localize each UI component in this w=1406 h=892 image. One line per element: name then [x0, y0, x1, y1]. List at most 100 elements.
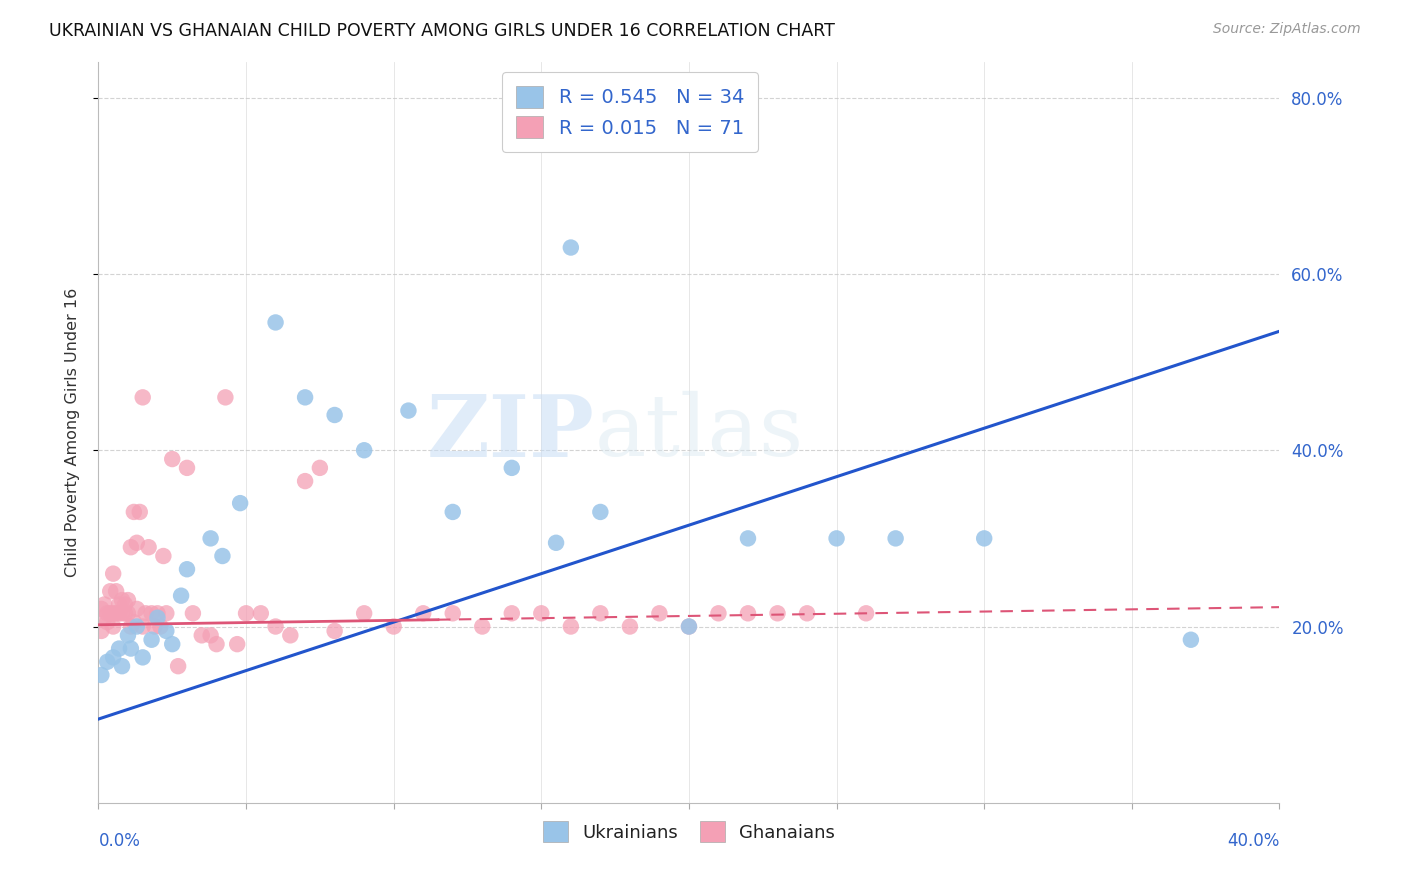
- Point: [143, 619, 166, 633]
- Point: [796, 607, 818, 621]
- Point: [132, 619, 155, 633]
- Point: [353, 607, 375, 621]
- Point: [214, 390, 236, 404]
- Point: [120, 540, 142, 554]
- Point: [737, 607, 759, 621]
- Point: [128, 505, 150, 519]
- Point: [132, 390, 155, 404]
- Point: [167, 659, 190, 673]
- Point: [122, 615, 145, 629]
- Point: [309, 461, 332, 475]
- Point: [200, 532, 222, 546]
- Point: [141, 632, 163, 647]
- Point: [103, 650, 125, 665]
- Point: [117, 593, 139, 607]
- Point: [855, 607, 877, 621]
- Point: [98, 584, 121, 599]
- Point: [264, 619, 287, 633]
- Point: [589, 505, 612, 519]
- Point: [108, 641, 131, 656]
- Point: [114, 607, 136, 621]
- Point: [200, 628, 222, 642]
- Point: [884, 532, 907, 546]
- Point: [125, 536, 148, 550]
- Point: [138, 540, 160, 554]
- Point: [560, 619, 582, 633]
- Point: [132, 650, 155, 665]
- Point: [441, 505, 464, 519]
- Point: [294, 390, 316, 404]
- Point: [117, 628, 139, 642]
- Point: [141, 607, 163, 621]
- Point: [170, 589, 193, 603]
- Point: [120, 619, 142, 633]
- Point: [176, 562, 198, 576]
- Point: [825, 532, 848, 546]
- Point: [90, 668, 112, 682]
- Point: [120, 641, 142, 656]
- Point: [103, 607, 125, 621]
- Point: [560, 240, 582, 255]
- Point: [766, 607, 789, 621]
- Point: [648, 607, 671, 621]
- Point: [235, 607, 257, 621]
- Point: [125, 602, 148, 616]
- Point: [176, 461, 198, 475]
- Point: [146, 610, 169, 624]
- Point: [108, 598, 131, 612]
- Point: [323, 624, 346, 638]
- Point: [546, 536, 568, 550]
- Point: [111, 593, 134, 607]
- Point: [98, 607, 121, 621]
- Point: [323, 408, 346, 422]
- Point: [737, 532, 759, 546]
- Point: [111, 659, 134, 673]
- Point: [103, 566, 125, 581]
- Point: [678, 619, 700, 633]
- Text: UKRAINIAN VS GHANAIAN CHILD POVERTY AMONG GIRLS UNDER 16 CORRELATION CHART: UKRAINIAN VS GHANAIAN CHILD POVERTY AMON…: [49, 22, 835, 40]
- Text: 0.0%: 0.0%: [98, 832, 141, 850]
- Point: [108, 607, 131, 621]
- Point: [146, 607, 169, 621]
- Text: Source: ZipAtlas.com: Source: ZipAtlas.com: [1213, 22, 1361, 37]
- Point: [90, 602, 112, 616]
- Point: [93, 610, 115, 624]
- Point: [501, 607, 523, 621]
- Point: [111, 607, 134, 621]
- Text: 40.0%: 40.0%: [1227, 832, 1279, 850]
- Point: [707, 607, 730, 621]
- Point: [181, 607, 204, 621]
- Point: [152, 549, 174, 563]
- Point: [205, 637, 228, 651]
- Point: [250, 607, 273, 621]
- Point: [155, 624, 177, 638]
- Point: [678, 619, 700, 633]
- Point: [589, 607, 612, 621]
- Point: [530, 607, 553, 621]
- Point: [96, 607, 118, 621]
- Text: atlas: atlas: [595, 391, 804, 475]
- Point: [103, 619, 125, 633]
- Point: [412, 607, 434, 621]
- Point: [105, 607, 128, 621]
- Point: [382, 619, 405, 633]
- Point: [973, 532, 995, 546]
- Legend: Ukrainians, Ghanaians: Ukrainians, Ghanaians: [536, 814, 842, 849]
- Point: [264, 315, 287, 329]
- Point: [353, 443, 375, 458]
- Point: [122, 505, 145, 519]
- Point: [96, 655, 118, 669]
- Point: [93, 598, 115, 612]
- Point: [211, 549, 233, 563]
- Text: ZIP: ZIP: [426, 391, 595, 475]
- Point: [125, 619, 148, 633]
- Point: [96, 615, 118, 629]
- Point: [226, 637, 249, 651]
- Point: [90, 624, 112, 638]
- Point: [280, 628, 302, 642]
- Point: [149, 619, 172, 633]
- Point: [191, 628, 214, 642]
- Point: [155, 607, 177, 621]
- Point: [294, 474, 316, 488]
- Point: [105, 584, 128, 599]
